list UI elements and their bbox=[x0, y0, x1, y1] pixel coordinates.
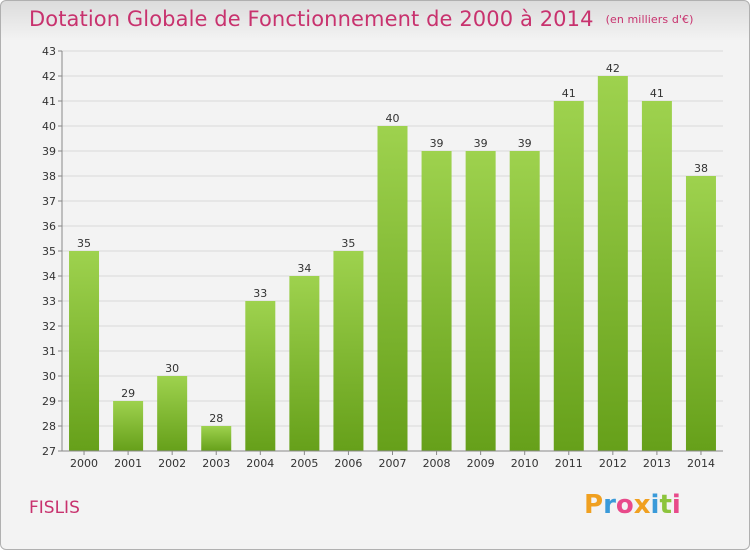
data-label-2012: 42 bbox=[606, 62, 620, 75]
proxiti-logo: Proxiti bbox=[584, 490, 681, 520]
y-tick-label: 37 bbox=[42, 195, 56, 208]
bar-2005 bbox=[289, 276, 320, 451]
town-name: FISLIS bbox=[29, 498, 80, 518]
data-label-2005: 34 bbox=[297, 262, 311, 275]
bar-2010 bbox=[509, 151, 540, 451]
data-label-2001: 29 bbox=[121, 387, 135, 400]
data-label-2009: 39 bbox=[474, 137, 488, 150]
logo-letter: r bbox=[603, 490, 616, 520]
y-tick-label: 28 bbox=[42, 420, 56, 433]
logo-letter: x bbox=[633, 490, 651, 520]
bar-2006 bbox=[333, 251, 364, 451]
x-tick-label: 2010 bbox=[511, 457, 539, 470]
x-tick-label: 2005 bbox=[290, 457, 318, 470]
x-tick-label: 2013 bbox=[643, 457, 671, 470]
bar-2008 bbox=[421, 151, 452, 451]
data-label-2011: 41 bbox=[562, 87, 576, 100]
data-label-2004: 33 bbox=[253, 287, 267, 300]
logo-letter: i bbox=[650, 490, 660, 520]
y-tick-label: 35 bbox=[42, 245, 56, 258]
bar-2001 bbox=[113, 401, 144, 451]
y-tick-label: 42 bbox=[42, 70, 56, 83]
bar-2003 bbox=[201, 426, 232, 451]
y-tick-label: 29 bbox=[42, 395, 56, 408]
y-tick-label: 31 bbox=[42, 345, 56, 358]
bar-2000 bbox=[69, 251, 100, 451]
y-tick-label: 39 bbox=[42, 145, 56, 158]
x-tick-label: 2014 bbox=[687, 457, 715, 470]
x-tick-label: 2011 bbox=[555, 457, 583, 470]
data-label-2010: 39 bbox=[518, 137, 532, 150]
logo-letter: t bbox=[659, 490, 672, 520]
y-tick-label: 43 bbox=[42, 45, 56, 58]
bar-2009 bbox=[465, 151, 496, 451]
x-tick-label: 2003 bbox=[202, 457, 230, 470]
data-label-2002: 30 bbox=[165, 362, 179, 375]
bar-2002 bbox=[157, 376, 188, 451]
logo-letter: P bbox=[584, 490, 604, 520]
bar-2013 bbox=[641, 101, 672, 451]
y-tick-label: 40 bbox=[42, 120, 56, 133]
x-tick-label: 2000 bbox=[70, 457, 98, 470]
x-tick-label: 2012 bbox=[599, 457, 627, 470]
y-tick-label: 34 bbox=[42, 270, 56, 283]
x-tick-label: 2002 bbox=[158, 457, 186, 470]
bar-2004 bbox=[245, 301, 276, 451]
y-tick-label: 36 bbox=[42, 220, 56, 233]
y-tick-label: 38 bbox=[42, 170, 56, 183]
logo-letter: i bbox=[671, 490, 681, 520]
y-tick-label: 33 bbox=[42, 295, 56, 308]
x-tick-label: 2006 bbox=[334, 457, 362, 470]
bar-2007 bbox=[377, 126, 408, 451]
x-tick-label: 2007 bbox=[379, 457, 407, 470]
data-label-2013: 41 bbox=[650, 87, 664, 100]
data-label-2000: 35 bbox=[77, 237, 91, 250]
data-label-2014: 38 bbox=[694, 162, 708, 175]
bar-2012 bbox=[597, 76, 628, 451]
y-tick-label: 27 bbox=[42, 445, 56, 458]
x-tick-label: 2001 bbox=[114, 457, 142, 470]
data-label-2006: 35 bbox=[341, 237, 355, 250]
y-tick-label: 41 bbox=[42, 95, 56, 108]
data-label-2003: 28 bbox=[209, 412, 223, 425]
y-tick-label: 32 bbox=[42, 320, 56, 333]
logo-letter: o bbox=[615, 490, 634, 520]
chart-title-text: Dotation Globale de Fonctionnement de 20… bbox=[29, 7, 594, 31]
x-tick-label: 2008 bbox=[423, 457, 451, 470]
chart-title: Dotation Globale de Fonctionnement de 20… bbox=[29, 7, 694, 31]
chart-unit: (en milliers d'€) bbox=[605, 13, 694, 26]
bar-2014 bbox=[685, 176, 716, 451]
data-label-2007: 40 bbox=[386, 112, 400, 125]
y-tick-label: 30 bbox=[42, 370, 56, 383]
x-tick-label: 2009 bbox=[467, 457, 495, 470]
data-label-2008: 39 bbox=[430, 137, 444, 150]
x-tick-label: 2004 bbox=[246, 457, 274, 470]
bar-2011 bbox=[553, 101, 584, 451]
